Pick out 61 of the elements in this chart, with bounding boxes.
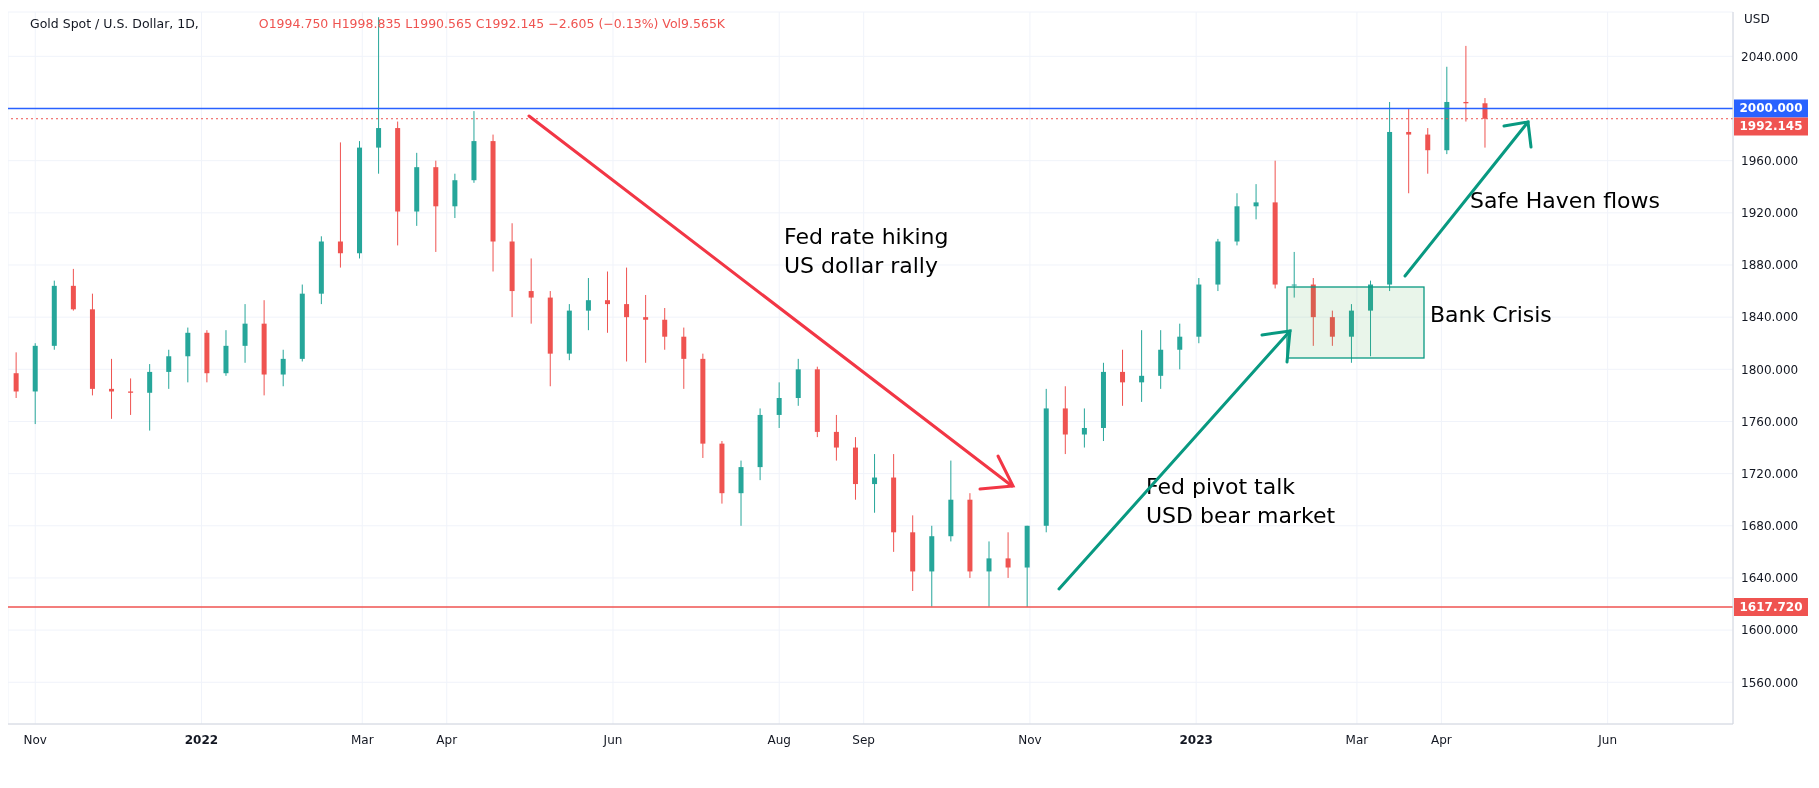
y-tick-label: 1680.000 — [1741, 519, 1799, 534]
x-tick-label: Jun — [1597, 733, 1618, 747]
ref-line-label: 1992.145 — [1739, 119, 1803, 134]
candlestick — [166, 349, 172, 390]
annotation: Safe Haven flows — [1470, 187, 1661, 215]
candlestick — [833, 414, 839, 462]
ref-line-label: 2000.000 — [1739, 101, 1803, 116]
y-tick-label: 1960.000 — [1741, 153, 1799, 168]
y-tick-label: 2040.000 — [1741, 49, 1799, 64]
candlestick — [1329, 310, 1335, 347]
candlestick — [280, 349, 286, 387]
y-tick-label: 1840.000 — [1741, 310, 1799, 325]
x-tick-label: 2022 — [184, 733, 219, 747]
candlestick — [1120, 349, 1126, 407]
candlestick — [986, 540, 992, 608]
candlestick — [337, 141, 343, 269]
candlestick — [872, 453, 878, 514]
ref-line-label: 1617.720 — [1739, 600, 1803, 614]
chart-title: Gold Spot / U.S. Dollar, 1D, — [30, 16, 199, 31]
candlestick — [681, 327, 687, 390]
y-tick-label: 1800.000 — [1741, 362, 1799, 377]
y-tick-label: 1640.000 — [1741, 571, 1799, 586]
y-tick-label: 1560.000 — [1741, 675, 1799, 690]
candlestick — [1005, 531, 1011, 579]
annotation: Fed rate hiking US dollar rally — [784, 223, 949, 280]
y-tick-label: 1600.000 — [1741, 623, 1799, 638]
candlestick — [1291, 251, 1297, 299]
candlestick — [528, 257, 534, 325]
candlestick — [1425, 127, 1431, 175]
x-tick-label: Aug — [767, 733, 791, 747]
x-tick-label: 2023 — [1179, 733, 1213, 747]
x-tick-label: Apr — [1431, 733, 1452, 747]
x-tick-label: Mar — [350, 733, 374, 747]
x-tick-label: Mar — [1345, 733, 1369, 747]
y-tick-label: 1760.000 — [1741, 414, 1799, 429]
candlestick — [13, 351, 19, 399]
x-tick-label: Nov — [23, 733, 47, 747]
x-tick-label: Jun — [602, 733, 623, 747]
y-tick-label: 1880.000 — [1741, 258, 1799, 273]
candlestick — [604, 271, 610, 334]
candlestick — [1177, 323, 1183, 370]
candlestick — [242, 303, 248, 364]
x-tick-label: Apr — [436, 733, 458, 747]
annotation: Bank Crisis — [1430, 301, 1552, 329]
candlestick — [1081, 407, 1087, 449]
candlestick — [128, 377, 134, 416]
candlestick — [147, 363, 153, 432]
candlestick — [662, 307, 668, 351]
candlestick — [624, 267, 630, 362]
candlestick — [1139, 329, 1145, 403]
x-tick-label: Sep — [852, 733, 875, 747]
candlestick — [70, 268, 76, 312]
candlestick — [185, 327, 191, 383]
candlestick — [585, 277, 591, 331]
y-axis-title: USD — [1744, 12, 1770, 26]
y-tick-label: 1920.000 — [1741, 206, 1799, 221]
y-tick-label: 1720.000 — [1741, 466, 1799, 481]
candlestick — [643, 294, 649, 364]
candlestick — [776, 381, 782, 429]
candlestick — [1253, 183, 1259, 220]
x-tick-label: Nov — [1018, 733, 1042, 747]
